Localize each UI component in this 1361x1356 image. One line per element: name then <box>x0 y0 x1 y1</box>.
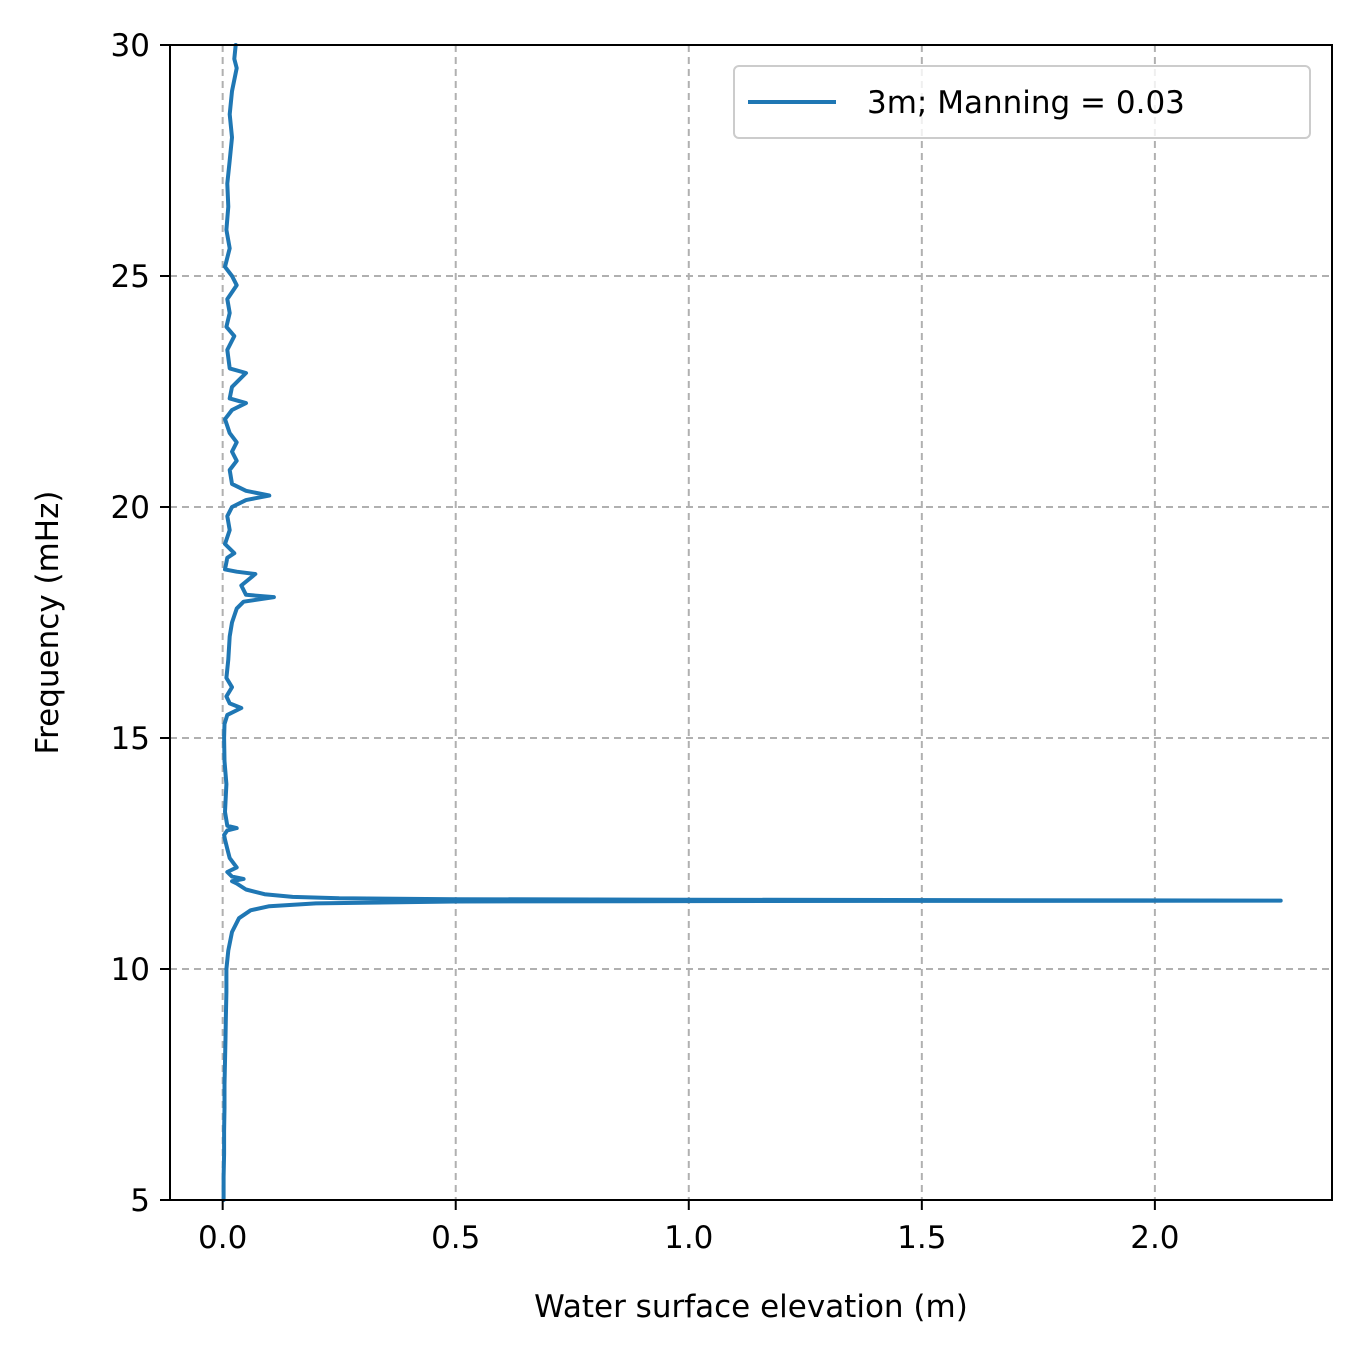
x-tick-label: 2.0 <box>1130 1220 1179 1256</box>
y-axis-label: Frequency (mHz) <box>30 491 66 755</box>
legend-box <box>733 65 1311 139</box>
plot-frame <box>169 44 1333 1201</box>
y-tick-label: 25 <box>111 259 150 295</box>
x-axis-ticks: 0.0 0.5 1.0 1.5 2.0 <box>198 1200 1180 1256</box>
series-layer <box>221 43 1283 1202</box>
x-tick-label: 0.0 <box>198 1220 247 1256</box>
legend-entry-label: 3m; Manning = 0.03 <box>867 85 1185 121</box>
x-axis-label: Water surface elevation (m) <box>534 1289 968 1325</box>
series-line-0 <box>221 43 1283 1202</box>
legend: 3m; Manning = 0.03 <box>733 65 1311 139</box>
y-tick-label: 20 <box>111 490 150 526</box>
y-axis-ticks: 5 10 15 20 25 30 <box>111 28 170 1219</box>
y-tick-label: 10 <box>111 952 150 988</box>
x-tick-label: 1.5 <box>897 1220 946 1256</box>
x-tick-label: 1.0 <box>664 1220 713 1256</box>
y-tick-label: 15 <box>111 721 150 757</box>
y-tick-label: 30 <box>111 28 150 64</box>
x-tick-label: 0.5 <box>431 1220 480 1256</box>
y-tick-label: 5 <box>130 1183 150 1219</box>
